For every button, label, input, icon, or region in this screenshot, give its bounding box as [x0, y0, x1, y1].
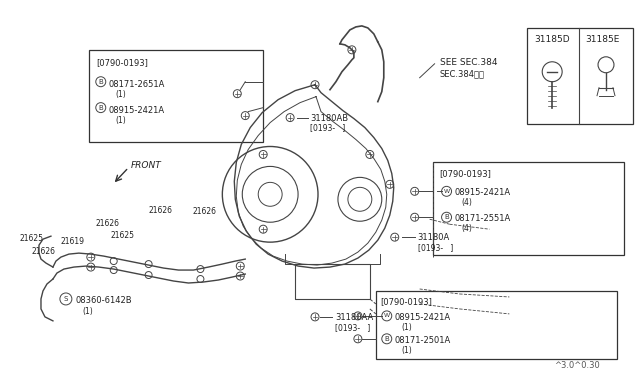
Text: 31185E: 31185E	[585, 35, 620, 44]
Text: B: B	[99, 105, 103, 110]
Text: [0790-0193]: [0790-0193]	[380, 297, 431, 306]
Text: [0193-   ]: [0193- ]	[310, 124, 346, 132]
Text: (1): (1)	[402, 323, 412, 332]
Text: 31185D: 31185D	[534, 35, 570, 44]
Text: (1): (1)	[402, 346, 412, 355]
Text: 08915-2421A: 08915-2421A	[454, 188, 511, 197]
Text: 31180AA: 31180AA	[335, 313, 373, 322]
Text: 21619: 21619	[61, 237, 85, 246]
Bar	[89, 50, 263, 141]
Text: 31180AB: 31180AB	[310, 113, 348, 123]
Text: 31180A: 31180A	[418, 233, 450, 242]
Text: 08171-2551A: 08171-2551A	[454, 214, 511, 223]
Text: SEE SEC.384: SEE SEC.384	[440, 58, 497, 67]
Text: 21626: 21626	[31, 247, 55, 256]
Text: 08915-2421A: 08915-2421A	[395, 313, 451, 322]
Text: (4): (4)	[461, 198, 472, 207]
Bar	[433, 163, 624, 255]
Text: B: B	[99, 79, 103, 85]
Text: W: W	[444, 189, 450, 194]
Text: FRONT: FRONT	[131, 161, 161, 170]
Text: 21625: 21625	[19, 234, 43, 243]
Text: 08915-2421A: 08915-2421A	[109, 106, 165, 115]
Bar	[527, 28, 633, 124]
Text: [0193-   ]: [0193- ]	[418, 243, 453, 252]
Text: [0790-0193]: [0790-0193]	[96, 58, 148, 67]
Text: 08360-6142B: 08360-6142B	[76, 296, 132, 305]
Text: SEC.384参照: SEC.384参照	[440, 70, 484, 79]
Text: W: W	[384, 313, 390, 318]
Text: [0790-0193]: [0790-0193]	[440, 169, 492, 179]
Text: 21626: 21626	[148, 206, 173, 215]
Text: ^3.0^0.30: ^3.0^0.30	[554, 361, 600, 370]
Text: (1): (1)	[116, 116, 127, 125]
Text: 21626: 21626	[193, 207, 216, 216]
Text: (1): (1)	[83, 307, 93, 316]
Text: B: B	[385, 336, 389, 342]
Text: 08171-2651A: 08171-2651A	[109, 80, 165, 89]
Bar	[376, 291, 617, 359]
Text: S: S	[64, 296, 68, 302]
Text: 08171-2501A: 08171-2501A	[395, 336, 451, 345]
Text: (1): (1)	[116, 90, 127, 99]
Text: B: B	[444, 214, 449, 220]
Text: 21625: 21625	[111, 231, 135, 240]
Text: (4): (4)	[461, 224, 472, 233]
Text: 21626: 21626	[96, 219, 120, 228]
Text: [0193-   ]: [0193- ]	[335, 323, 370, 332]
